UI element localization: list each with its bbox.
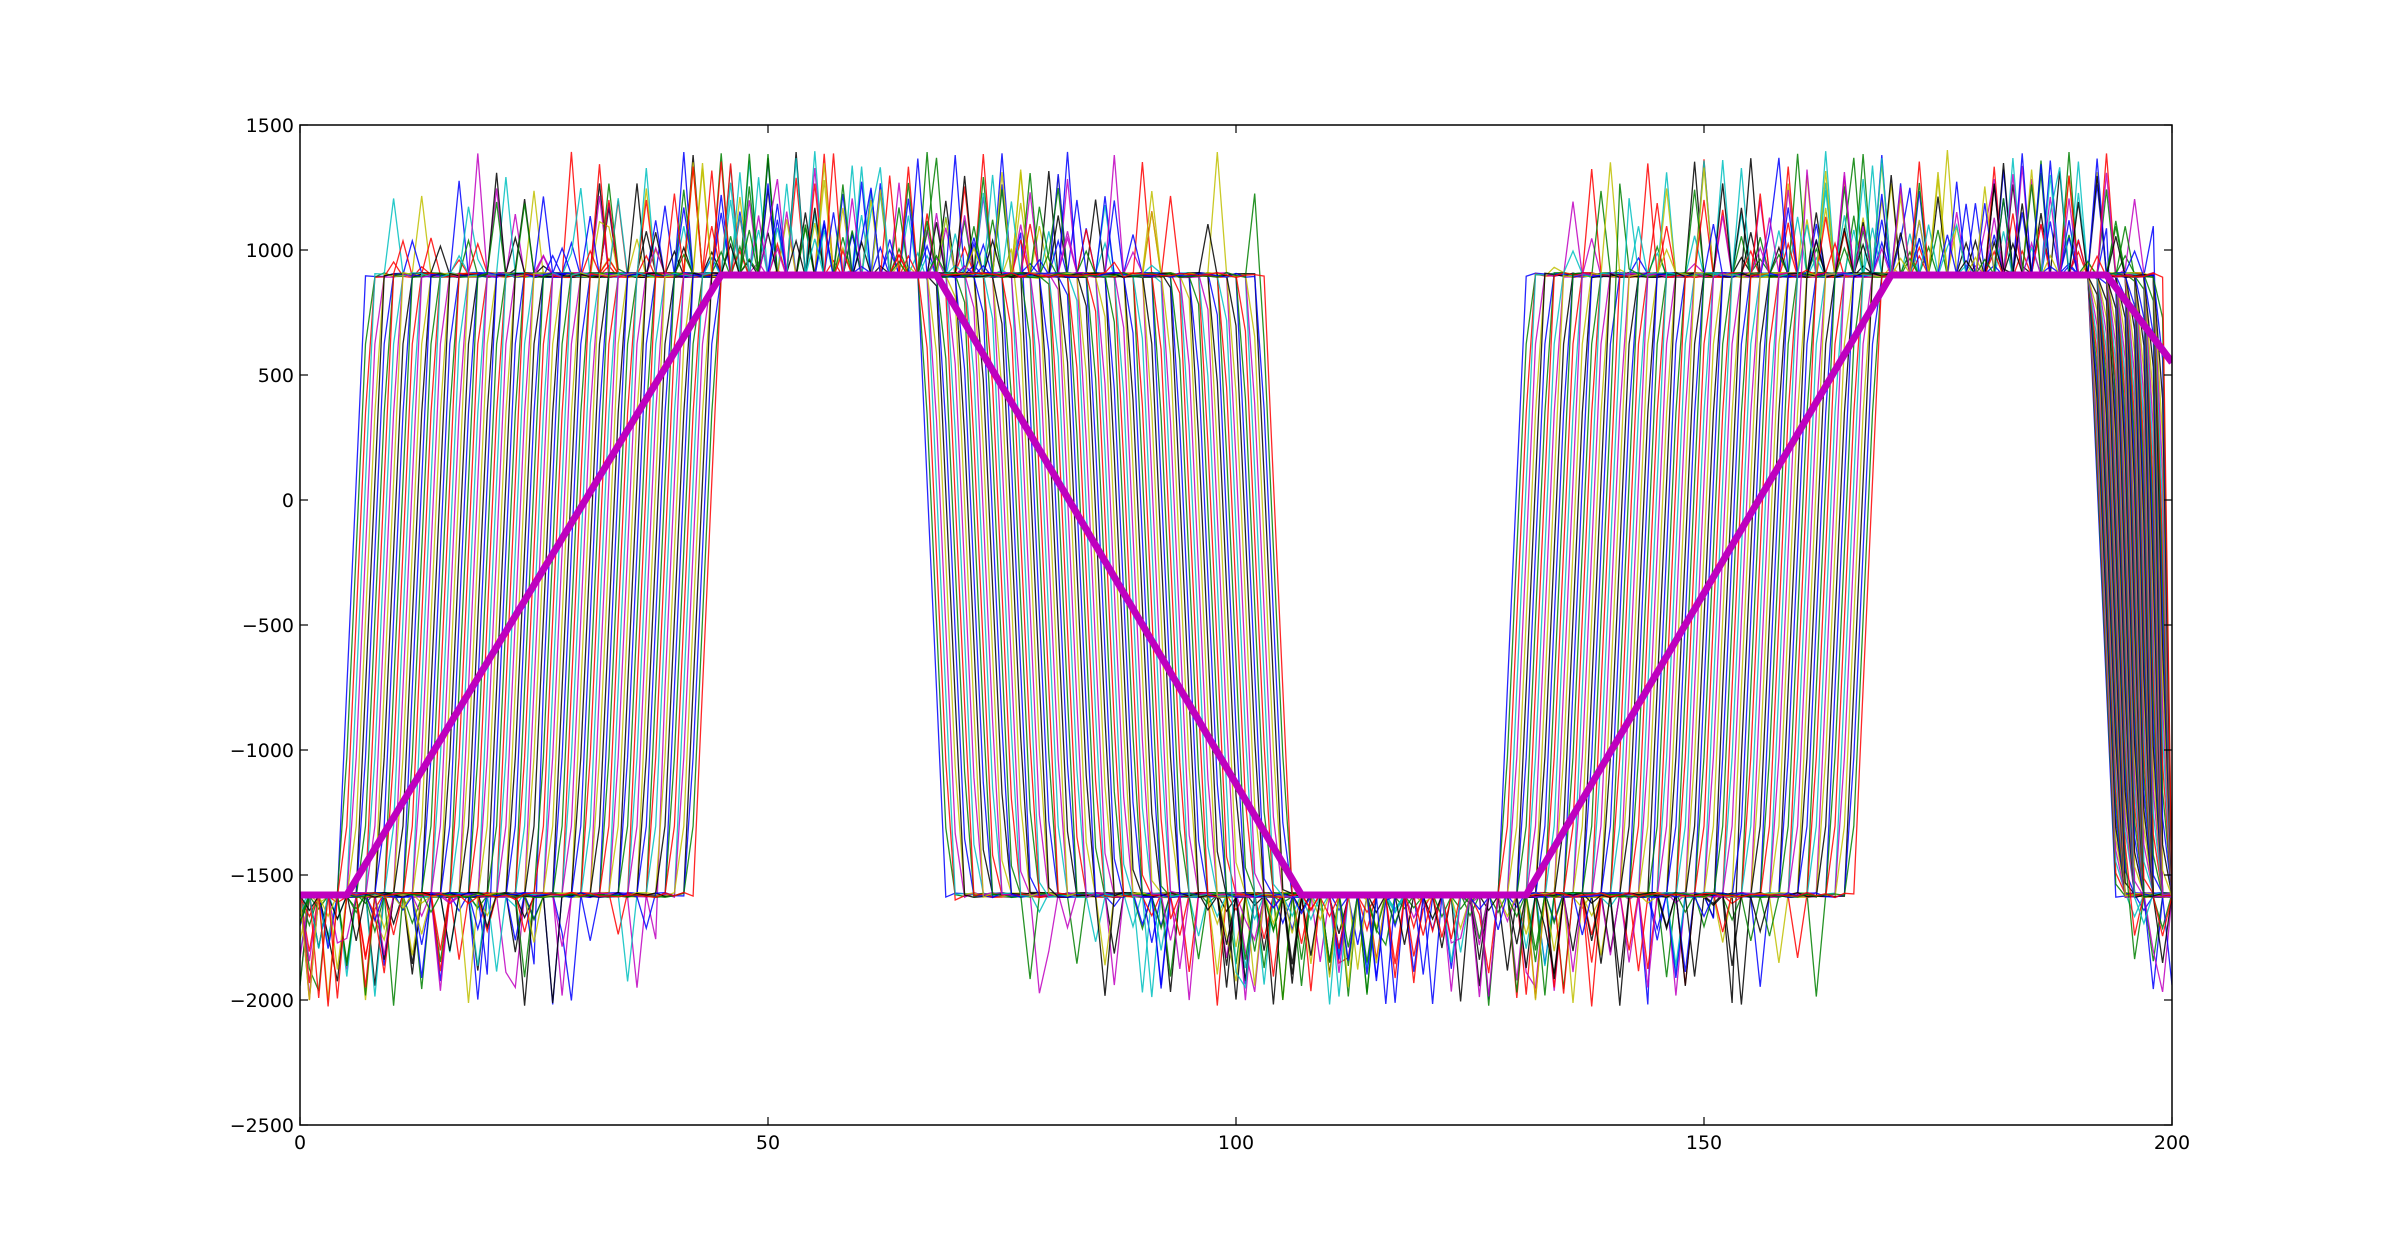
y-tick-label: 1000	[246, 240, 294, 262]
y-tick-label: −500	[242, 615, 294, 637]
x-tick-label: 150	[1686, 1132, 1722, 1154]
y-tick-label: −1500	[230, 865, 294, 887]
bundle-line	[300, 175, 2172, 988]
bundle-line	[300, 172, 2172, 963]
y-tick-label: −1000	[230, 740, 294, 762]
x-tick-label: 0	[294, 1132, 306, 1154]
mean-series	[300, 271, 2172, 899]
y-tick-label: 0	[282, 490, 294, 512]
x-tick-label: 100	[1218, 1132, 1254, 1154]
bundle-line	[300, 193, 2172, 993]
x-tick-label: 50	[756, 1132, 780, 1154]
y-axis: −2500 −2000 −1500 −1000 −500 0 500 1000 1500	[230, 115, 2172, 1137]
bundle-line	[300, 177, 2172, 955]
bundle-line	[300, 153, 2172, 1007]
bundle-line	[300, 178, 2172, 956]
x-tick-label: 200	[2154, 1132, 2190, 1154]
y-tick-label: −2500	[230, 1115, 294, 1137]
y-tick-label: 500	[258, 365, 294, 387]
signal-bundle	[300, 150, 2172, 1007]
x-axis: 0 50 100 150 200	[294, 125, 2190, 1154]
series-line	[300, 271, 2172, 899]
bundle-line	[300, 191, 2172, 963]
y-tick-label: 1500	[246, 115, 294, 137]
y-tick-label: −2000	[230, 990, 294, 1012]
